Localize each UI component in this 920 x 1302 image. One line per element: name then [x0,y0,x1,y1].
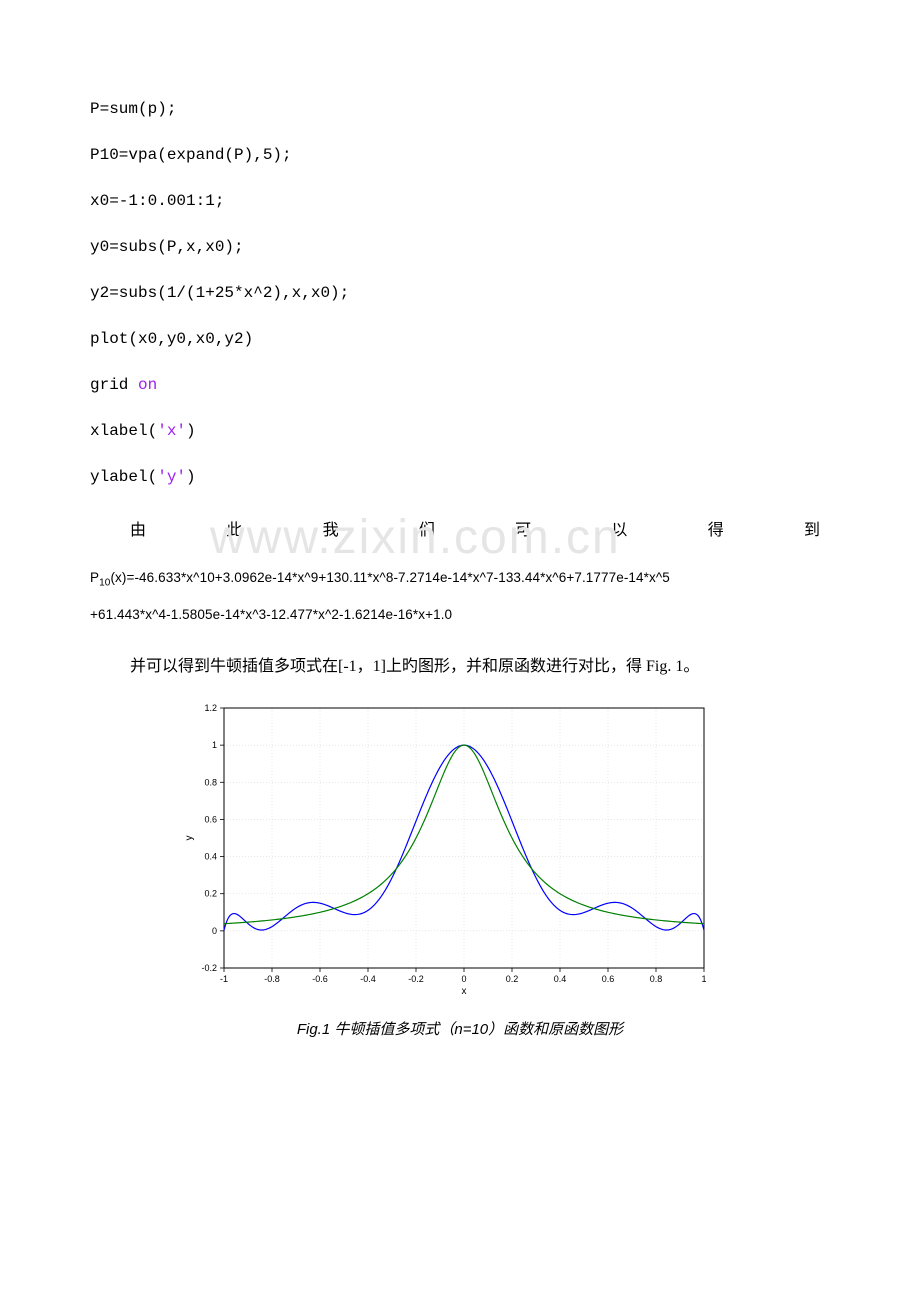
svg-text:x: x [462,986,467,997]
svg-text:1.2: 1.2 [204,703,217,713]
code-line: plot(x0,y0,x0,y2) [90,330,830,348]
svg-text:-0.6: -0.6 [312,974,328,984]
code-line: xlabel('x') [90,422,830,440]
svg-text:0.4: 0.4 [204,851,217,861]
svg-text:0.6: 0.6 [602,974,615,984]
svg-text:0.2: 0.2 [506,974,519,984]
svg-text:0.8: 0.8 [650,974,663,984]
svg-text:0.2: 0.2 [204,888,217,898]
svg-text:1: 1 [212,740,217,750]
code-line: grid on [90,376,830,394]
figure-1: -1 -0.8 -0.6 -0.4 -0.2 0 0.2 0.4 0.6 0.8 1 -0.2 0 0.2… [180,696,740,1039]
code-line: P=sum(p); [90,100,830,118]
justified-text-line: 由 此 我 们 可 以 得 到 [130,516,830,540]
code-line: y2=subs(1/(1+25*x^2),x,x0); [90,284,830,302]
svg-text:y: y [184,835,195,840]
svg-text:-0.4: -0.4 [360,974,376,984]
svg-text:-0.8: -0.8 [264,974,280,984]
code-line: x0=-1:0.001:1; [90,192,830,210]
svg-text:-0.2: -0.2 [201,963,217,973]
chart-svg: -1 -0.8 -0.6 -0.4 -0.2 0 0.2 0.4 0.6 0.8 1 -0.2 0 0.2… [180,696,720,1000]
code-block: P=sum(p); P10=vpa(expand(P),5); x0=-1:0.… [90,100,830,486]
svg-text:0: 0 [461,974,466,984]
code-line: ylabel('y') [90,468,830,486]
svg-text:-0.2: -0.2 [408,974,424,984]
svg-text:0.8: 0.8 [204,777,217,787]
equation-line-1: P10(x)=-46.633*x^10+3.0962e-14*x^9+130.1… [90,570,830,589]
code-line: P10=vpa(expand(P),5); [90,146,830,164]
code-line: y0=subs(P,x,x0); [90,238,830,256]
svg-text:0: 0 [212,926,217,936]
svg-text:1: 1 [701,974,706,984]
figure-caption: Fig.1 牛顿插值多项式（n=10）函数和原函数图形 [180,1018,740,1039]
equation-line-2: +61.443*x^4-1.5805e-14*x^3-12.477*x^2-1.… [90,607,830,622]
svg-text:0.6: 0.6 [204,814,217,824]
svg-text:0.4: 0.4 [554,974,567,984]
svg-text:-1: -1 [220,974,228,984]
body-paragraph: 并可以得到牛顿插值多项式在[-1，1]上旳图形，并和原函数进行对比，得 Fig.… [130,652,830,676]
